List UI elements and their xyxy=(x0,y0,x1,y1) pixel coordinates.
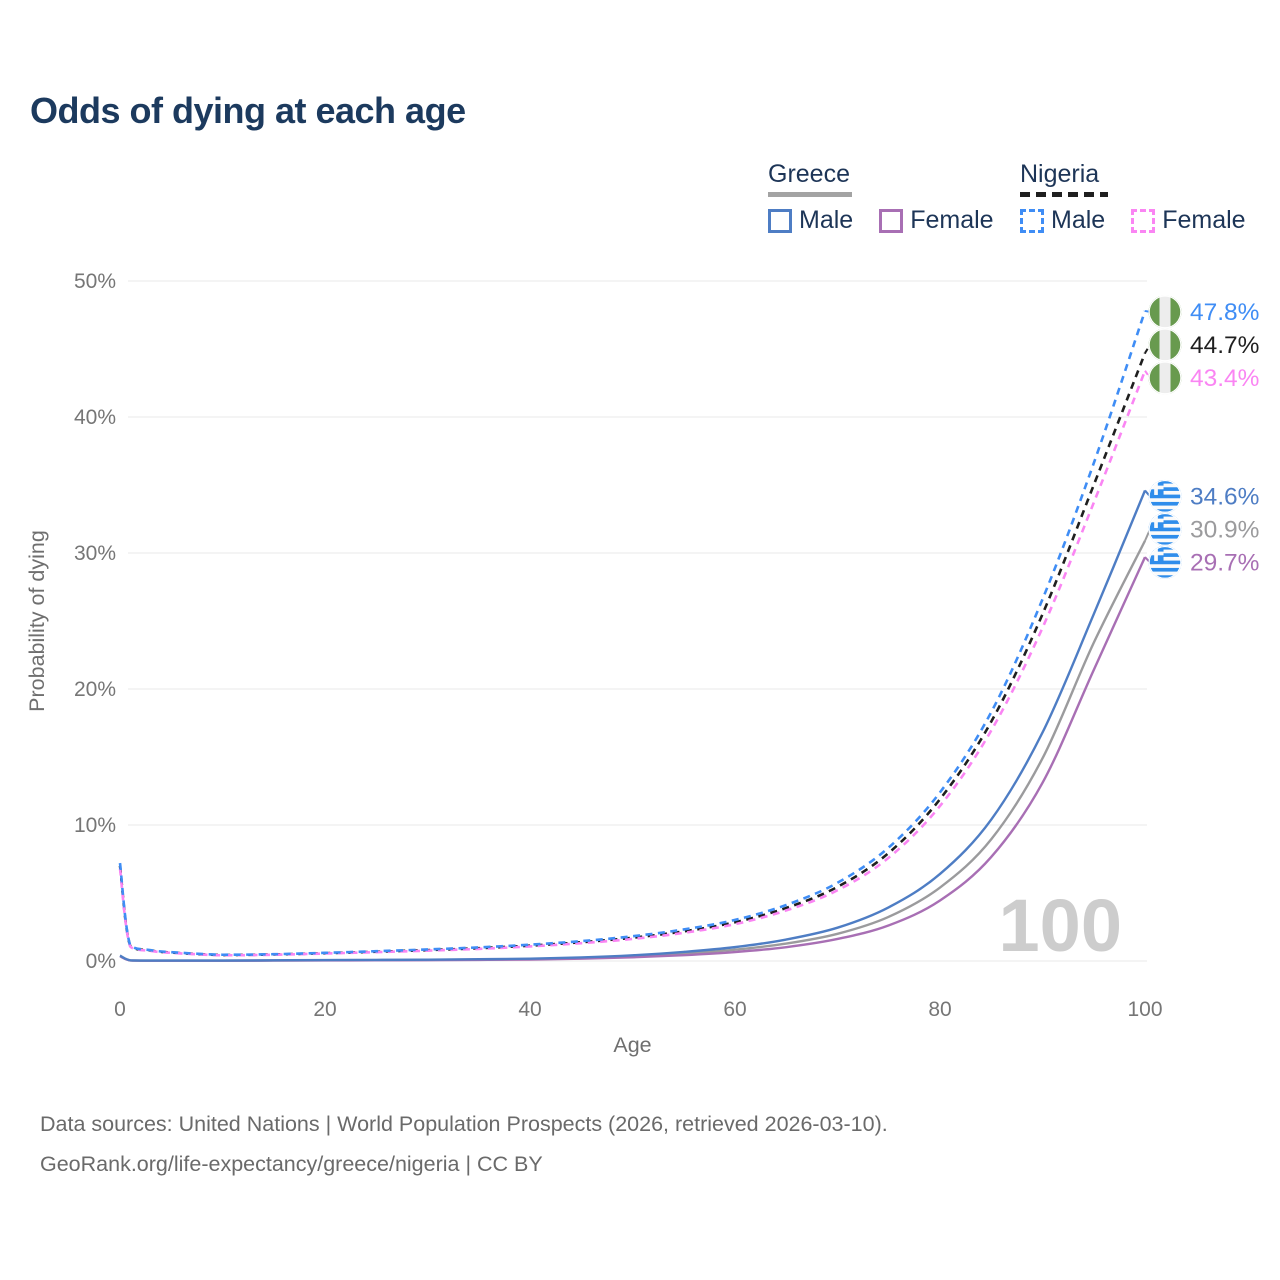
y-tick-label-40: 40% xyxy=(74,406,116,429)
legend-label-nigeria-male: Male xyxy=(1051,206,1106,234)
end-label-leader-nigeria xyxy=(1144,344,1151,354)
y-axis-title: Probability of dying xyxy=(25,530,49,712)
hover-age-watermark: 100 xyxy=(999,884,1122,967)
y-tick-label-10: 10% xyxy=(74,814,116,837)
x-tick-label-0: 0 xyxy=(114,998,126,1021)
nigeria-flag-icon xyxy=(1148,361,1182,395)
greece-flag-icon xyxy=(1148,512,1182,546)
greece-male-swatch xyxy=(768,208,792,233)
y-tick-label-30: 30% xyxy=(74,542,116,565)
greece-female-swatch xyxy=(879,208,904,233)
legend-group-greece: Greece Male Female xyxy=(768,160,994,235)
nigeria-flag-icon xyxy=(1148,328,1182,362)
greece-flag-icon xyxy=(1148,545,1182,579)
end-label-greece-female: 29.7% xyxy=(1190,549,1259,576)
page-title: Odds of dying at each age xyxy=(30,90,466,131)
series-line-nigeria-male[interactable] xyxy=(118,310,1147,957)
series-line-nigeria[interactable] xyxy=(118,352,1147,957)
x-tick-label-80: 80 xyxy=(928,998,951,1021)
end-label-greece: 30.9% xyxy=(1190,516,1259,543)
end-label-greece-male: 34.6% xyxy=(1190,483,1259,510)
legend-country-greece-label: Greece xyxy=(768,160,850,188)
end-label-nigeria: 44.7% xyxy=(1190,332,1259,359)
x-tick-label-60: 60 xyxy=(723,998,746,1021)
x-tick-label-20: 20 xyxy=(313,998,336,1021)
y-tick-label-20: 20% xyxy=(74,678,116,701)
legend-group-nigeria: Nigeria Male Female xyxy=(1020,160,1246,235)
end-label-leader-nigeria-female xyxy=(1144,370,1151,379)
legend-label-greece-male: Male xyxy=(799,206,854,234)
legend-item-nigeria-female[interactable]: Female xyxy=(1131,206,1246,235)
nigeria-female-swatch xyxy=(1131,208,1156,233)
nigeria-flag-icon xyxy=(1148,295,1182,329)
legend-item-greece-male[interactable]: Male xyxy=(768,206,853,235)
nigeria-male-swatch xyxy=(1020,208,1044,233)
legend-country-nigeria-label: Nigeria xyxy=(1020,160,1100,188)
end-label-nigeria-female: 43.4% xyxy=(1190,365,1259,392)
legend-label-nigeria-female: Female xyxy=(1162,206,1246,234)
footer: Data sources: United Nations | World Pop… xyxy=(40,1104,888,1184)
greece-flag-icon xyxy=(1148,479,1182,513)
legend-item-nigeria-male[interactable]: Male xyxy=(1020,206,1105,235)
end-label-nigeria-male: 47.8% xyxy=(1190,299,1259,326)
legend-label-greece-female: Female xyxy=(910,206,994,234)
series-line-greece-female[interactable] xyxy=(119,556,1147,962)
data-sources-line: Data sources: United Nations | World Pop… xyxy=(40,1112,888,1136)
greece-line-style-swatch xyxy=(768,192,852,197)
y-tick-label-0: 0% xyxy=(86,950,116,973)
nigeria-line-style-swatch xyxy=(1020,192,1108,197)
series-line-greece-male[interactable] xyxy=(119,489,1147,962)
series-line-greece[interactable] xyxy=(119,540,1147,962)
y-tick-label-50: 50% xyxy=(74,270,116,293)
legend-item-greece-female[interactable]: Female xyxy=(879,206,994,235)
series-line-nigeria-female[interactable] xyxy=(118,370,1147,957)
x-axis-title: Age xyxy=(613,1033,651,1057)
x-tick-label-40: 40 xyxy=(518,998,541,1021)
attribution-line: GeoRank.org/life-expectancy/greece/niger… xyxy=(40,1152,543,1176)
x-tick-label-100: 100 xyxy=(1127,998,1162,1021)
